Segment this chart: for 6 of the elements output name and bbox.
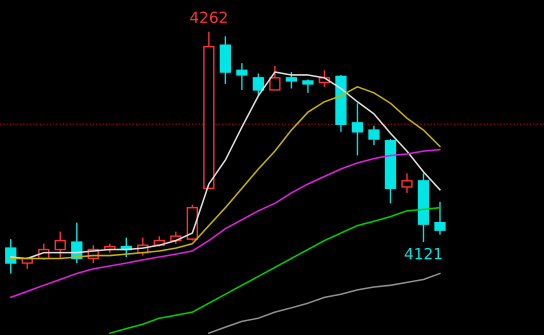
candlestick xyxy=(236,62,248,91)
candlestick xyxy=(352,102,364,156)
annotation: 4262 xyxy=(190,12,227,24)
candlestick xyxy=(5,238,16,274)
candlestick xyxy=(220,36,232,85)
annotation: 4121 xyxy=(404,248,442,260)
